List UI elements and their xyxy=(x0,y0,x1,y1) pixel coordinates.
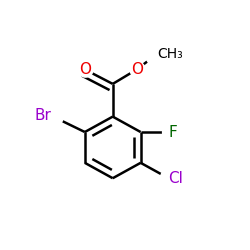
Point xyxy=(83,68,87,71)
Point xyxy=(135,68,139,71)
Point xyxy=(166,130,170,134)
Text: O: O xyxy=(79,62,91,77)
Text: O: O xyxy=(131,62,143,77)
Point xyxy=(155,52,159,56)
Point xyxy=(49,114,53,118)
Text: CH₃: CH₃ xyxy=(157,47,183,61)
Text: Br: Br xyxy=(34,108,51,123)
Point xyxy=(166,176,170,180)
Text: F: F xyxy=(168,124,177,140)
Text: Cl: Cl xyxy=(168,171,184,186)
